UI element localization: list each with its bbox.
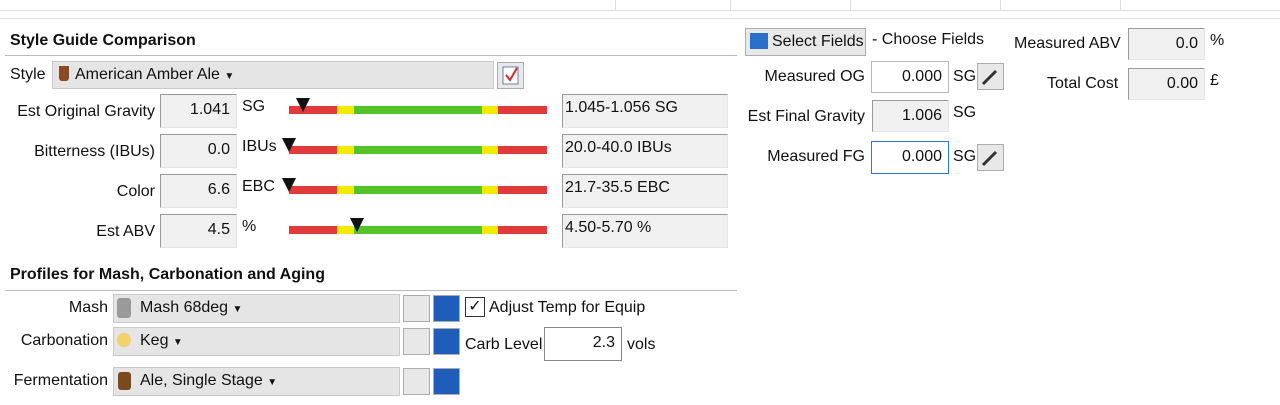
carbonation-dropdown[interactable]: Keg ▼ [113, 327, 400, 356]
carb-label: Carb Level [465, 336, 543, 353]
profile-label: Carbonation [20, 332, 108, 349]
edit-style-button[interactable] [497, 62, 524, 89]
unit: SG [953, 148, 977, 165]
dropdown-value: Ale, Single Stage [140, 372, 263, 389]
glass-icon [59, 66, 69, 81]
field-label: Est Final Gravity [747, 108, 865, 125]
caret: ▼ [172, 337, 183, 348]
gauge-bar [289, 146, 547, 154]
section-title: Profiles for Mash, Carbonation and Aging [10, 266, 325, 283]
gauge-bar [289, 186, 547, 194]
picker-button[interactable] [977, 63, 1004, 90]
row-value: 6.6 [160, 174, 237, 208]
row-unit: IBUs [242, 138, 277, 155]
section-title: Style Guide Comparison [10, 32, 196, 49]
measured-fg-input[interactable]: 0.000 [871, 141, 949, 174]
mash-dropdown[interactable]: Mash 68deg ▼ [113, 294, 400, 323]
edit-button[interactable] [403, 368, 430, 395]
bubbles-icon [117, 333, 131, 347]
picker-button[interactable] [977, 144, 1004, 171]
icon [750, 33, 768, 49]
row-range: 1.045-1.056 SG [562, 94, 728, 128]
caret: ▼ [224, 71, 235, 82]
caret: ▼ [232, 304, 243, 315]
unit: SG [953, 104, 977, 121]
style-label: Style [10, 66, 46, 83]
row-value: 0.0 [160, 134, 237, 168]
table-header [0, 0, 1280, 11]
field-label: Measured ABV [1014, 35, 1121, 52]
field-label: Measured OG [764, 68, 865, 85]
row-value: 4.5 [160, 214, 237, 248]
icon [981, 69, 998, 86]
choose-fields: - Choose Fields [872, 31, 985, 48]
profile-label: Fermentation [13, 372, 108, 389]
field-label: Total Cost [1047, 75, 1119, 92]
row-label: Bitterness (IBUs) [34, 143, 155, 160]
row-range: 4.50-5.70 % [562, 214, 728, 248]
carb-input[interactable]: 2.3 [544, 327, 622, 361]
col-sep [615, 0, 616, 10]
total-cost-value: 0.00 [1128, 68, 1205, 100]
row-range: 20.0-40.0 IBUs [562, 134, 728, 168]
style-dropdown[interactable]: American Amber Ale ▼ [52, 61, 494, 89]
measured-abv-value: 0.0 [1128, 28, 1205, 60]
gauge-bar [289, 106, 547, 114]
section-rule [5, 290, 737, 291]
col-sep [730, 0, 731, 10]
gauge-bar [289, 226, 547, 234]
caret: ▼ [267, 377, 278, 388]
row-label: Est Original Gravity [17, 103, 155, 120]
unit: SG [953, 68, 977, 85]
gauge-marker [350, 218, 364, 232]
profile-label: Mash [68, 299, 108, 316]
gauge-marker [296, 98, 310, 112]
measured-og-input[interactable]: 0.000 [871, 61, 949, 93]
save-button[interactable] [433, 328, 460, 355]
button-text: Select Fields [772, 33, 864, 50]
style-value: American Amber Ale [75, 66, 220, 83]
row-unit: % [242, 218, 257, 235]
row-value: 1.041 [160, 94, 237, 128]
unit: £ [1210, 72, 1219, 89]
row-unit: EBC [242, 178, 275, 195]
col-sep [1000, 0, 1001, 10]
edit-button[interactable] [403, 295, 430, 322]
row-label: Color [116, 183, 155, 200]
dropdown-value: Mash 68deg [140, 299, 229, 316]
select-fields-button[interactable]: Select Fields [745, 28, 866, 56]
checkbox[interactable]: ✓ [465, 297, 485, 317]
section-rule [5, 55, 737, 56]
edit-button[interactable] [403, 328, 430, 355]
mash-icon [117, 298, 131, 318]
est-fg-value: 1.006 [872, 100, 949, 132]
dropdown-value: Keg [140, 332, 169, 349]
unit: % [1210, 32, 1225, 49]
fermenter-icon [118, 372, 131, 390]
divider [0, 18, 1280, 19]
row-unit: SG [242, 98, 266, 115]
col-sep [850, 0, 851, 10]
row-range: 21.7-35.5 EBC [562, 174, 728, 208]
checkbox-label: Adjust Temp for Equip [489, 299, 646, 316]
field-label: Measured FG [767, 148, 865, 165]
gauge-marker [282, 178, 296, 192]
save-button[interactable] [433, 368, 460, 395]
fermentation-dropdown[interactable]: Ale, Single Stage ▼ [113, 367, 400, 396]
col-sep [1120, 0, 1121, 10]
unit: vols [627, 336, 656, 353]
row-label: Est ABV [96, 223, 155, 240]
icon [502, 66, 519, 85]
save-button[interactable] [433, 295, 460, 322]
gauge-marker [282, 138, 296, 152]
icon [981, 150, 998, 167]
